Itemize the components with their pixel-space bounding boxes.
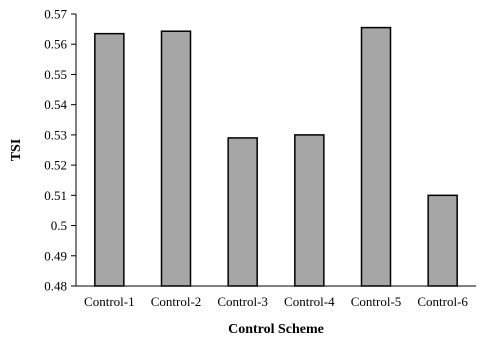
bar-control-5 [360,26,392,287]
bar-control-3 [227,137,258,287]
y-tick-label: 0.51 [44,188,67,203]
x-tick-label: Control-2 [151,294,202,309]
x-axis-title: Control Scheme [228,322,324,337]
x-tick-label: Control-1 [84,294,135,309]
y-tick-label: 0.53 [44,127,67,142]
x-axis-ticks: Control-1 Control-2 Control-3 Control-4 Cont… [84,294,468,309]
y-tick-label: 0.54 [44,97,67,112]
y-axis-ticks: 0.48 0.49 0.5 0.51 0.52 0.53 0.54 0.55 0.56 0.57 [44,7,76,294]
bar-control-4 [294,134,325,287]
bar-control-2 [160,30,192,287]
x-tick-label: Control-6 [417,294,468,309]
y-tick-label: 0.57 [44,7,67,22]
y-tick-label: 0.48 [44,279,67,294]
y-tick-label: 0.56 [44,37,67,52]
y-axis-title: TSI [9,139,24,162]
bars [94,26,458,287]
bar-control-6 [427,194,458,287]
y-tick-label: 0.5 [51,218,67,233]
x-tick-label: Control-3 [217,294,268,309]
y-tick-label: 0.55 [44,67,67,82]
bar-control-1 [94,32,125,287]
y-tick-label: 0.49 [44,248,67,263]
x-tick-label: Control-4 [284,294,335,309]
x-tick-label: Control-5 [351,294,402,309]
y-tick-label: 0.52 [44,158,67,173]
